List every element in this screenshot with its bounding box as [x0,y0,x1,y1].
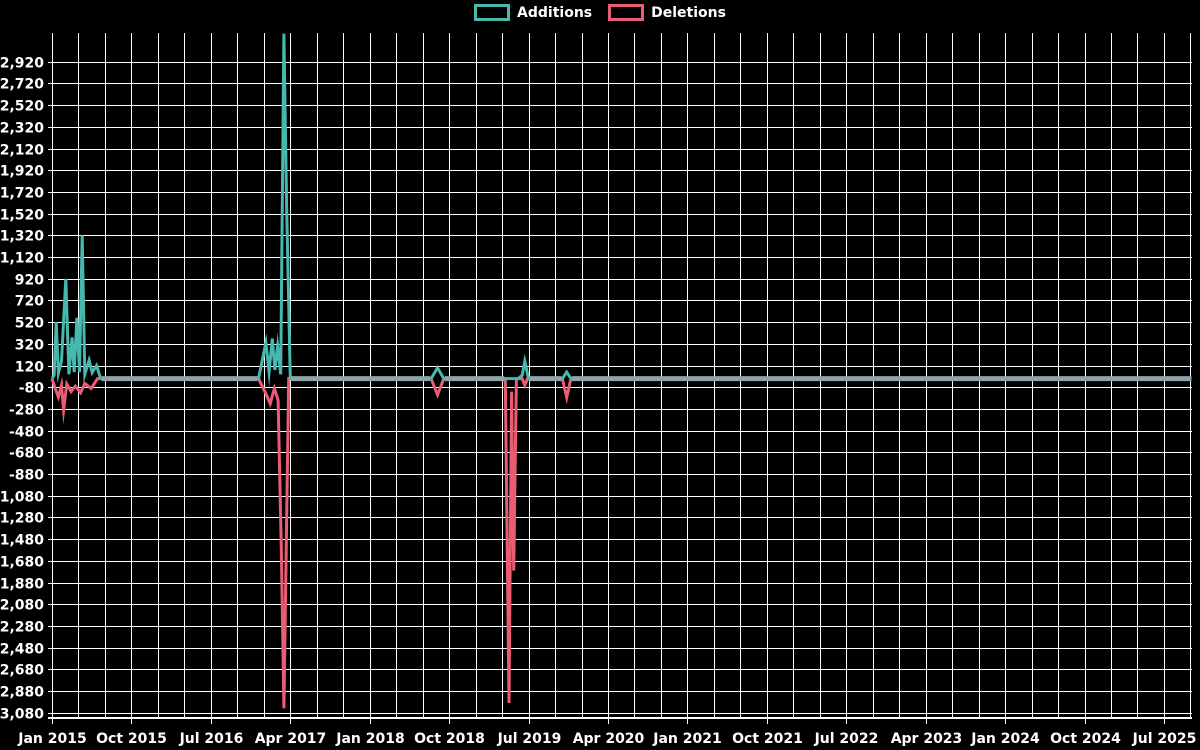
y-tick-label: -2,280 [0,620,44,636]
x-tick-label: Jul 2025 [1132,731,1197,747]
y-tick-label: -1,880 [0,577,44,593]
x-tick-label: Jan 2024 [970,731,1040,747]
x-tick-label: Oct 2024 [1050,731,1121,747]
x-tick-label: Oct 2015 [96,731,167,747]
x-tick-label: Jul 2016 [179,731,244,747]
y-tick-label: -2,480 [0,642,44,658]
y-tick-label: 2,520 [0,99,44,115]
y-tick-label: 2,920 [0,56,44,72]
x-tick-label: Apr 2020 [573,731,645,747]
series-line-additions [50,33,1192,387]
y-tick-label: 520 [15,316,44,332]
y-tick-label: 920 [15,273,44,289]
additions-swatch-icon [474,4,511,21]
y-tick-label: 320 [15,338,44,354]
y-tick-label: -1,080 [0,490,44,506]
y-tick-label: -480 [9,425,44,441]
legend-label-additions: Additions [517,4,593,21]
y-tick-label: -880 [9,468,44,484]
y-tick-label: 120 [15,360,44,376]
x-tick-label: Jul 2019 [497,731,562,747]
x-tick-label: Jul 2022 [814,731,879,747]
y-tick-label: 2,320 [0,121,44,137]
y-tick-label: 1,320 [0,229,44,245]
y-tick-label: -2,080 [0,598,44,614]
x-tick-label: Jan 2015 [17,731,86,747]
x-tick-label: Jan 2021 [652,731,721,747]
y-tick-label: -680 [9,446,44,462]
y-tick-label: -2,680 [0,663,44,679]
y-tick-label: 1,920 [0,164,44,180]
y-tick-label: 2,720 [0,77,44,93]
x-tick-label: Oct 2021 [732,731,803,747]
y-tick-label: -80 [19,381,45,397]
chart-legend: Additions Deletions [0,4,1200,21]
legend-item-additions[interactable]: Additions [474,4,592,21]
y-tick-label: 1,120 [0,251,44,267]
y-tick-label: -1,680 [0,555,44,571]
series-line-deletions [50,376,1192,709]
y-tick-label: -1,280 [0,511,44,527]
x-tick-label: Apr 2017 [255,731,327,747]
x-tick-label: Oct 2018 [414,731,485,747]
y-tick-label: 1,720 [0,186,44,202]
y-tick-label: 720 [15,294,44,310]
y-tick-label: 2,120 [0,143,44,159]
y-tick-label: -2,880 [0,685,44,701]
y-tick-label: 1,520 [0,208,44,224]
deletions-swatch-icon [608,4,645,21]
legend-item-deletions[interactable]: Deletions [608,4,726,21]
y-tick-label: -1,480 [0,533,44,549]
x-tick-label: Apr 2023 [891,731,963,747]
y-tick-label: -3,080 [0,707,44,723]
x-tick-label: Jan 2018 [335,731,404,747]
legend-label-deletions: Deletions [651,4,726,21]
y-tick-label: -280 [9,403,44,419]
